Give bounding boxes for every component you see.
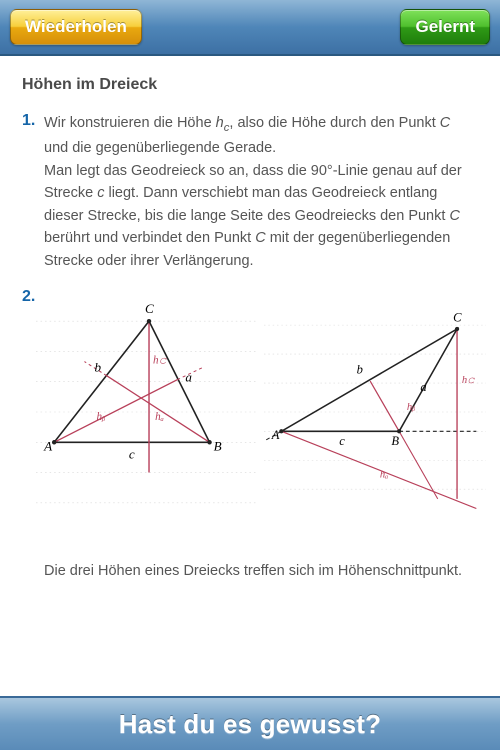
- svg-text:A: A: [271, 428, 280, 442]
- t: und die gegenüberliegende Gerade.: [44, 140, 276, 156]
- svg-text:C: C: [145, 301, 154, 316]
- var-hc: hc: [216, 115, 230, 131]
- learned-button[interactable]: Gelernt: [400, 9, 490, 45]
- figure-right: A B C b a c h𝚌 hᵦ hₐ: [264, 292, 486, 532]
- svg-text:C: C: [453, 311, 462, 325]
- conclusion-text: Die drei Höhen eines Dreiecks treffen si…: [44, 560, 478, 582]
- svg-text:B: B: [214, 439, 222, 454]
- svg-text:a: a: [185, 370, 192, 385]
- content-area: Höhen im Dreieck 1. Wir konstruieren die…: [0, 56, 500, 696]
- svg-text:hᵦ: hᵦ: [407, 402, 415, 413]
- var-C: C: [255, 230, 265, 246]
- svg-text:A: A: [43, 439, 53, 454]
- svg-text:hₐ: hₐ: [155, 411, 164, 423]
- t: berührt und verbindet den Punkt: [44, 230, 255, 246]
- svg-text:B: B: [391, 434, 399, 448]
- t: Wir konstruieren die Höhe: [44, 115, 216, 131]
- svg-text:h𝚌: h𝚌: [462, 375, 475, 386]
- step-2: 2.: [22, 288, 478, 544]
- svg-text:h𝚌: h𝚌: [153, 355, 168, 367]
- step-1-body: Wir konstruieren die Höhe hc, also die H…: [44, 112, 478, 272]
- svg-text:c: c: [129, 447, 135, 462]
- svg-text:b: b: [95, 360, 102, 375]
- figure-left: A B C b a c h𝚌 hᵦ hₐ: [36, 292, 258, 532]
- var-C: C: [440, 115, 450, 131]
- repeat-button[interactable]: Wiederholen: [10, 9, 142, 45]
- step-1-number: 1.: [22, 112, 44, 272]
- page-title: Höhen im Dreieck: [22, 76, 478, 94]
- t: liegt. Dann verschiebt man das Geodreiec…: [44, 185, 449, 223]
- footer-text: Hast du es gewusst?: [119, 709, 381, 740]
- svg-text:hₐ: hₐ: [380, 470, 388, 481]
- top-bar: Wiederholen Gelernt: [0, 0, 500, 56]
- var-C: C: [449, 208, 459, 224]
- step-1: 1. Wir konstruieren die Höhe hc, also di…: [22, 112, 478, 272]
- svg-text:a: a: [420, 380, 426, 394]
- step-2-body: A B C b a c h𝚌 hᵦ hₐ: [44, 288, 478, 544]
- t: , also die Höhe durch den Punkt: [229, 115, 439, 131]
- footer-bar[interactable]: Hast du es gewusst?: [0, 696, 500, 750]
- svg-text:hᵦ: hᵦ: [97, 411, 106, 423]
- svg-text:c: c: [339, 434, 345, 448]
- svg-text:b: b: [357, 363, 363, 377]
- figure-row: A B C b a c h𝚌 hᵦ hₐ: [36, 292, 486, 532]
